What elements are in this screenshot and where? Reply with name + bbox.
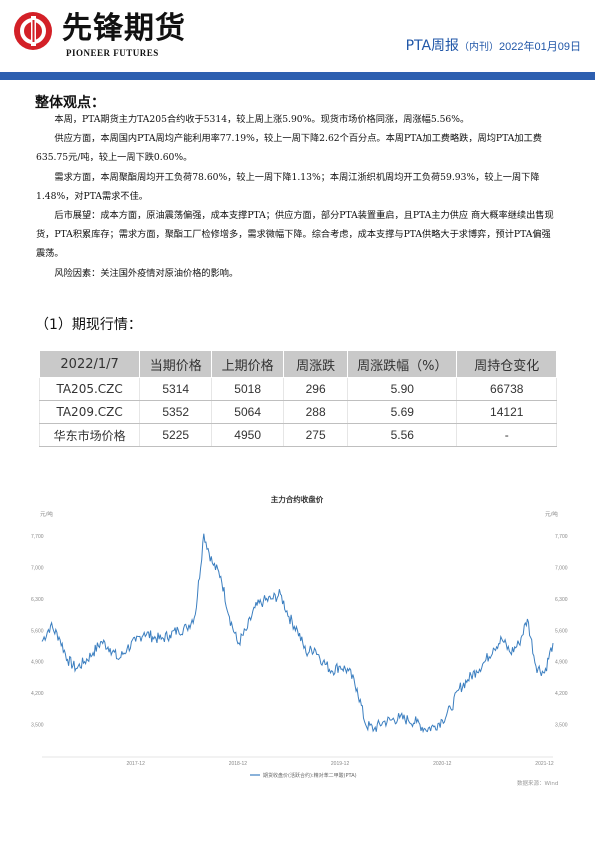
y-tick-label-right: 4,900	[555, 660, 568, 666]
table-row: 华东市场价格 5225 4950 275 5.56 -	[38, 423, 557, 447]
table-cell: 5064	[211, 400, 285, 424]
table-cell: TA205.CZC	[38, 377, 141, 401]
summary-paragraph: 后市展望：成本方面，原油震荡偏强，成本支撑PTA；供应方面，部分PTA装置重启，…	[36, 210, 554, 260]
y-tick-label-right: 3,500	[555, 723, 568, 729]
table-header-cell: 周持仓变化	[456, 350, 557, 378]
logo-chinese-name: 先锋期货	[62, 11, 186, 46]
price-line-chart: 主力合约收盘价 元/吨 元/吨 3,500 4,200 4,900 5,600 6,30…	[31, 494, 568, 787]
table-header-cell: 上期价格	[211, 350, 285, 378]
table-header-cell: 当期价格	[139, 350, 213, 378]
table-cell: 4950	[211, 423, 285, 447]
report-title-main: PTA周报	[405, 38, 460, 54]
pioneer-logo-icon	[14, 12, 52, 50]
table-cell: TA209.CZC	[38, 400, 141, 424]
table-cell: 14121	[456, 400, 557, 424]
legend-label: 期货收盘价(活跃合约):精对苯二甲酸(PTA)	[263, 772, 357, 779]
table-cell: -	[456, 423, 557, 447]
logo-english-name: PIONEER FUTURES	[66, 48, 159, 58]
header-divider-bar	[0, 72, 595, 80]
y-tick-label-right: 6,300	[555, 597, 568, 603]
x-tick-label: 2017-12	[127, 761, 146, 767]
report-title-sub: （内刊）	[459, 42, 500, 53]
table-row: TA209.CZC 5352 5064 288 5.69 14121	[38, 400, 557, 424]
table-cell: 华东市场价格	[38, 423, 141, 447]
summary-paragraph: 本周，PTA期货主力TA205合约收于5314，较上周上涨5.90%。现货市场价…	[54, 114, 470, 125]
table-row: TA205.CZC 5314 5018 296 5.90 66738	[38, 377, 557, 401]
y-tick-label-left: 6,300	[31, 597, 44, 603]
y-tick-label-right: 4,200	[555, 691, 568, 697]
chart-right-unit: 元/吨	[545, 510, 558, 518]
section-heading: （1）期现行情：	[35, 317, 142, 333]
table-cell: 288	[283, 400, 349, 424]
chart-title: 主力合约收盘价	[271, 494, 324, 504]
table-cell: 66738	[456, 377, 557, 401]
table-cell: 5314	[139, 377, 213, 401]
chart-left-unit: 元/吨	[40, 510, 53, 518]
y-tick-label-right: 7,700	[555, 534, 568, 540]
y-tick-label-left: 3,500	[31, 723, 44, 729]
table-cell: 275	[283, 423, 349, 447]
table-header-cell: 周涨跌幅（%）	[347, 350, 458, 378]
price-table: 2022/1/7 当期价格 上期价格 周涨跌 周涨跌幅（%） 周持仓变化 TA2…	[38, 350, 557, 447]
table-cell: 5352	[139, 400, 213, 424]
report-title: PTA周报（内刊）2022年01月09日	[406, 35, 581, 55]
table-cell: 5018	[211, 377, 285, 401]
y-tick-label-right: 5,600	[555, 628, 568, 634]
x-tick-label: 2020-12	[433, 761, 452, 767]
y-tick-label-left: 5,600	[31, 628, 44, 634]
report-date: 2022年01月09日	[499, 41, 581, 53]
series-line	[41, 533, 554, 734]
table-cell: 5.56	[347, 423, 458, 447]
table-cell: 5.69	[347, 400, 458, 424]
y-tick-label-left: 7,000	[31, 565, 44, 571]
x-tick-label: 2018-12	[229, 761, 248, 767]
table-header-row: 2022/1/7 当期价格 上期价格 周涨跌 周涨跌幅（%） 周持仓变化	[38, 350, 557, 378]
y-tick-label-left: 4,900	[31, 660, 44, 666]
x-tick-label: 2019-12	[331, 761, 350, 767]
summary-heading: 整体观点：	[35, 95, 105, 111]
table-header-cell: 周涨跌	[283, 350, 349, 378]
x-tick-label: 2021-12	[535, 761, 554, 767]
y-tick-label-left: 4,200	[31, 691, 44, 697]
chart-source: 数据来源：Wind	[517, 779, 558, 787]
summary-paragraph: 需求方面，本周聚酯周均开工负荷78.60%，较上一周下降1.13%；本周江浙织机…	[36, 171, 540, 202]
table-header-cell: 2022/1/7	[38, 350, 141, 378]
summary-paragraph: 风险因素：关注国外疫情对原油价格的影响。	[54, 267, 239, 279]
table-cell: 296	[283, 377, 349, 401]
summary-paragraph: 供应方面，本周国内PTA周均产能利用率77.19%，较上一周下降2.62个百分点…	[36, 133, 542, 164]
y-tick-label-left: 7,700	[31, 534, 44, 540]
table-cell: 5.90	[347, 377, 458, 401]
table-cell: 5225	[139, 423, 213, 447]
summary-body: 本周，PTA期货主力TA205合约收于5314，较上周上涨5.90%。现货市场价…	[36, 110, 559, 283]
y-tick-label-right: 7,000	[555, 565, 568, 571]
